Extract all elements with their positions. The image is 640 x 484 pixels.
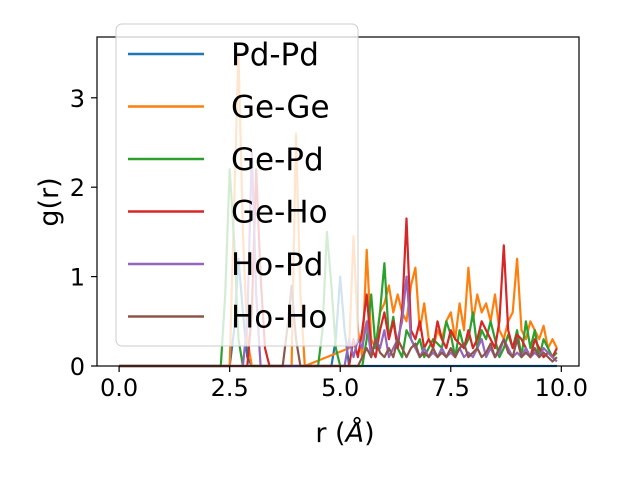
legend-label: Ge-Ge [231, 90, 330, 126]
legend-label: Ge-Pd [231, 142, 324, 178]
x-tick-label: 7.5 [432, 374, 470, 402]
x-axis-label: r (Å) [315, 417, 374, 449]
x-axis: 0.0 2.5 5.0 7.5 10.0 [100, 366, 588, 402]
y-tick-label: 1 [70, 264, 85, 292]
series-line-ge-ho [119, 168, 558, 368]
x-tick-label: 10.0 [535, 374, 588, 402]
series-line-ho-ho [119, 284, 558, 368]
y-tick-label: 3 [70, 85, 85, 113]
legend-label: Pd-Pd [231, 37, 319, 73]
legend-label: Ge-Ho [231, 195, 328, 231]
y-axis: 0 1 2 3 [70, 85, 97, 381]
legend-box [115, 23, 359, 347]
x-tick-label: 0.0 [100, 374, 138, 402]
x-tick-label: 2.5 [211, 374, 249, 402]
y-tick-label: 0 [70, 353, 85, 381]
legend-label: Ho-Pd [231, 247, 323, 283]
y-axis-label: g(r) [34, 177, 65, 226]
legend: Pd-Pd Ge-Ge Ge-Pd Ge-Ho Ho-Pd Ho-Ho [115, 23, 359, 347]
legend-label: Ho-Ho [231, 300, 327, 336]
y-tick-label: 2 [70, 174, 85, 202]
x-tick-label: 5.0 [321, 374, 359, 402]
